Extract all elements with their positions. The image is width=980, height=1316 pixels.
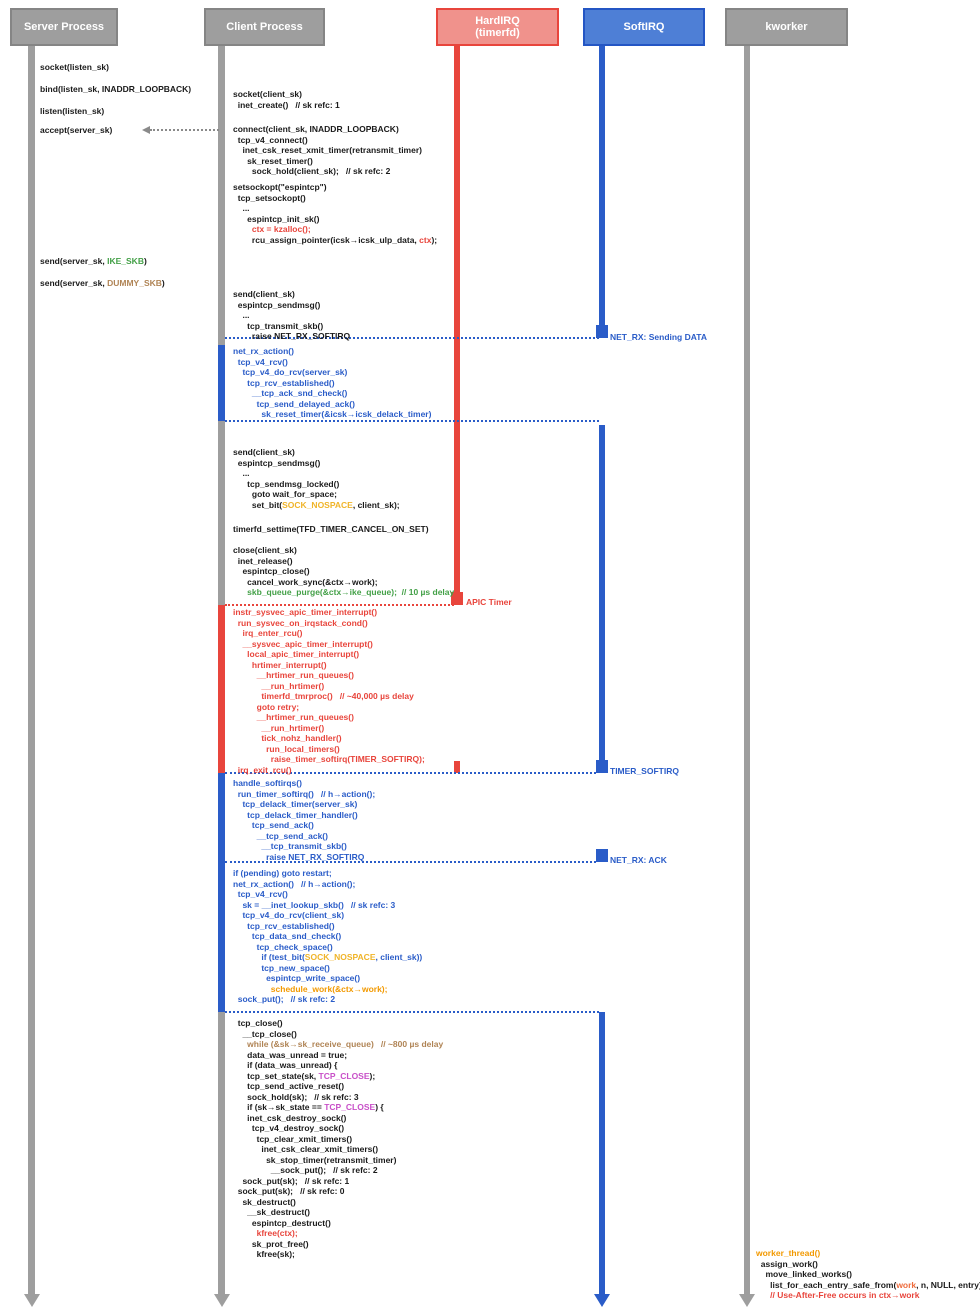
softirq-lifeline-3 [599, 1012, 605, 1294]
server-call-accept: accept(server_sk) [40, 125, 113, 135]
client-lifeline-hardirq-ctx [218, 605, 225, 773]
softirq-resume-line-2 [225, 1010, 599, 1013]
timer-softirq-line [225, 771, 596, 774]
accept-return-dotted-line [150, 128, 219, 131]
process-box-kworker: kworker [725, 8, 848, 46]
process-box-server: Server Process [10, 8, 118, 46]
softirq-tick-timer [596, 760, 608, 773]
client-block-connect: connect(client_sk, INADDR_LOOPBACK) tcp_… [233, 124, 422, 176]
softirq-tick-netrx-data [596, 325, 608, 338]
process-sublabel: (timerfd) [475, 27, 520, 39]
client-block-socket: socket(client_sk) inet_create() // sk re… [233, 89, 340, 110]
timer-softirq-label: TIMER_SOFTIRQ [610, 766, 679, 776]
netrx-sending-data-line [225, 336, 599, 339]
process-box-client: Client Process [204, 8, 325, 46]
kworker-lifeline-arrow-icon [739, 1294, 755, 1307]
server-lifeline-arrow-icon [23, 1294, 40, 1307]
accept-return-arrowhead-icon [142, 125, 150, 134]
softirq-block-netrx-ack: if (pending) goto restart; net_rx_action(… [233, 868, 423, 1004]
server-call-send-dummy: send(server_sk, DUMMY_SKB) [40, 278, 165, 288]
hardirq-activation-end-tick [451, 592, 463, 605]
client-lifeline-process-2 [218, 421, 225, 605]
process-label: SoftIRQ [623, 21, 665, 33]
netrx-ack-line [225, 860, 596, 863]
client-block-send-data: send(client_sk) espintcp_sendmsg() ... t… [233, 289, 351, 341]
softirq-lifeline-arrow-icon [594, 1294, 610, 1307]
process-label: kworker [765, 21, 808, 33]
softirq-tick-netrx-ack [596, 849, 608, 862]
process-box-softirq: SoftIRQ [583, 8, 705, 46]
client-block-timerfd-settime: timerfd_settime(TFD_TIMER_CANCEL_ON_SET) [233, 524, 429, 534]
softirq-block-netrx-data: net_rx_action() tcp_v4_rcv() tcp_v4_do_r… [233, 346, 432, 419]
hardirq-block-apic-timer: instr_sysvec_apic_timer_interrupt() run_… [233, 607, 425, 775]
server-call-send-ike: send(server_sk, IKE_SKB) [40, 256, 147, 266]
server-lifeline [28, 46, 35, 1294]
process-box-hardirq: HardIRQ (timerfd) [436, 8, 559, 46]
client-lifeline-softirq-ctx-1 [218, 345, 225, 421]
softirq-lifeline-1 [599, 46, 605, 325]
process-label: Client Process [226, 21, 303, 33]
netrx-ack-label: NET_RX: ACK [610, 855, 667, 865]
client-lifeline-process-3 [218, 1012, 225, 1294]
server-call-bind: bind(listen_sk, INADDR_LOOPBACK) [40, 84, 192, 94]
softirq-lifeline-2 [599, 425, 605, 760]
hardirq-raise-tick [454, 761, 460, 773]
softirq-block-timer: handle_softirqs() run_timer_softirq() //… [233, 778, 376, 862]
client-lifeline-softirq-ctx-2 [218, 773, 225, 1012]
process-label: HardIRQ [475, 15, 520, 27]
client-block-setsockopt: setsockopt("espintcp") tcp_setsockopt() … [233, 182, 438, 245]
netrx-sending-data-label: NET_RX: Sending DATA [610, 332, 707, 342]
apic-timer-line [225, 603, 454, 606]
softirq-resume-line-1 [225, 419, 599, 422]
server-call-socket: socket(listen_sk) [40, 62, 109, 72]
client-lifeline-process-1 [218, 46, 225, 345]
process-label: Server Process [23, 21, 105, 33]
client-block-send-nospace: send(client_sk) espintcp_sendmsg() ... t… [233, 447, 400, 510]
kworker-lifeline [744, 46, 750, 1294]
hardirq-lifeline [454, 46, 460, 592]
apic-timer-label: APIC Timer [466, 597, 512, 607]
client-block-close: close(client_sk) inet_release() espintcp… [233, 545, 455, 597]
client-block-tcp-close: tcp_close() __tcp_close() while (&sk→sk_… [237, 1018, 444, 1259]
kworker-block-worker-thread: worker_thread() assign_work() move_linke… [756, 1248, 980, 1300]
client-lifeline-arrow-icon [213, 1294, 230, 1307]
server-call-listen: listen(listen_sk) [40, 106, 105, 116]
